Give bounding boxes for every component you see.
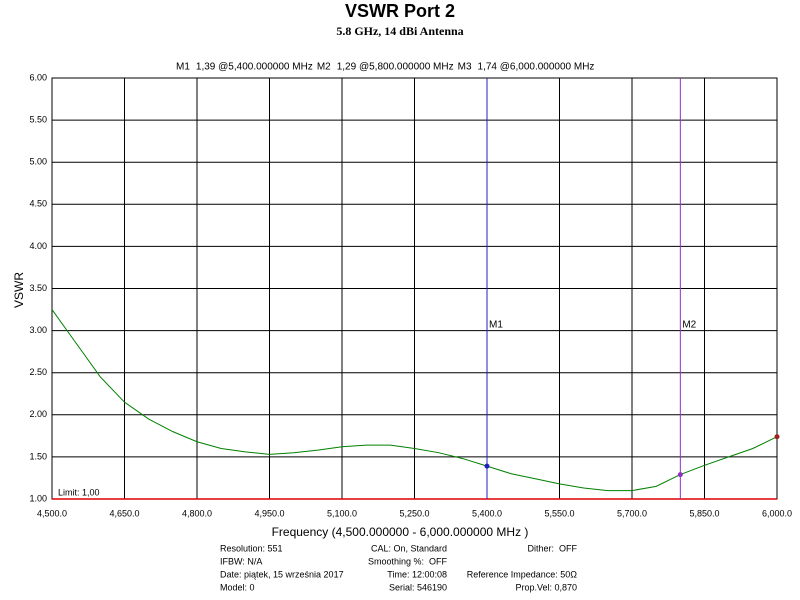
limit-label: Limit: 1,00 [58, 487, 100, 497]
marker-line-label: M2 [682, 320, 696, 331]
y-tick-label: 3.50 [29, 283, 47, 293]
y-tick-label: 3.00 [29, 325, 47, 335]
x-tick-label: 5,700.0 [617, 508, 647, 518]
footer-text: CAL: On, Standard [371, 543, 447, 553]
y-tick-label: 5.00 [29, 157, 47, 167]
footer-text: IFBW: N/A [220, 556, 262, 566]
x-tick-label: 4,800.0 [182, 508, 212, 518]
marker-legend-label: 1,74 @6,000.000000 MHz [478, 62, 595, 73]
footer-text: Time: 12:00:08 [387, 569, 447, 579]
marker-legend-name: M2 [317, 62, 331, 73]
chart-subtitle: 5.8 GHz, 14 dBi Antenna [336, 24, 463, 38]
x-tick-label: 5,400.0 [472, 508, 502, 518]
footer-text: Date: piątek, 15 września 2017 [220, 569, 344, 579]
footer-text: Smoothing %: OFF [368, 556, 448, 566]
footer-text: Reference Impedance: 50Ω [467, 569, 578, 579]
x-tick-label: 4,950.0 [254, 508, 284, 518]
marker-legend-name: M3 [458, 62, 472, 73]
y-tick-label: 4.50 [29, 199, 47, 209]
footer-text: Serial: 546190 [389, 582, 447, 592]
marker-line-label: M1 [489, 320, 503, 331]
x-tick-label: 5,100.0 [327, 508, 357, 518]
footer-text: Prop.Vel: 0,870 [515, 582, 577, 592]
marker-point [774, 434, 780, 440]
y-tick-label: 2.00 [29, 409, 47, 419]
footer-text: Dither: OFF [527, 543, 577, 553]
chart-title: VSWR Port 2 [345, 1, 455, 21]
y-tick-label: 5.50 [29, 114, 47, 124]
marker-legend-label: 1,29 @5,800.000000 MHz [337, 62, 454, 73]
marker-point [484, 463, 490, 469]
footer-text: Model: 0 [220, 582, 255, 592]
x-axis-label: Frequency (4,500.000000 - 6,000.000000 M… [272, 525, 529, 539]
footer-text: Resolution: 551 [220, 543, 283, 553]
y-tick-label: 1.00 [29, 493, 47, 503]
x-tick-label: 5,550.0 [544, 508, 574, 518]
marker-legend-label: 1,39 @5,400.000000 MHz [196, 62, 313, 73]
data-line [51, 309, 778, 492]
x-tick-label: 5,850.0 [689, 508, 719, 518]
marker-legend-name: M1 [176, 62, 190, 73]
y-axis-label: VSWR [12, 272, 26, 308]
x-tick-label: 4,650.0 [109, 508, 139, 518]
x-tick-label: 5,250.0 [399, 508, 429, 518]
marker-point [677, 472, 683, 478]
y-tick-label: 2.50 [29, 367, 47, 377]
y-tick-label: 4.00 [29, 241, 47, 251]
y-tick-label: 6.00 [29, 72, 47, 82]
x-tick-label: 6,000.0 [762, 508, 792, 518]
y-tick-label: 1.50 [29, 451, 47, 461]
x-tick-label: 4,500.0 [37, 508, 67, 518]
